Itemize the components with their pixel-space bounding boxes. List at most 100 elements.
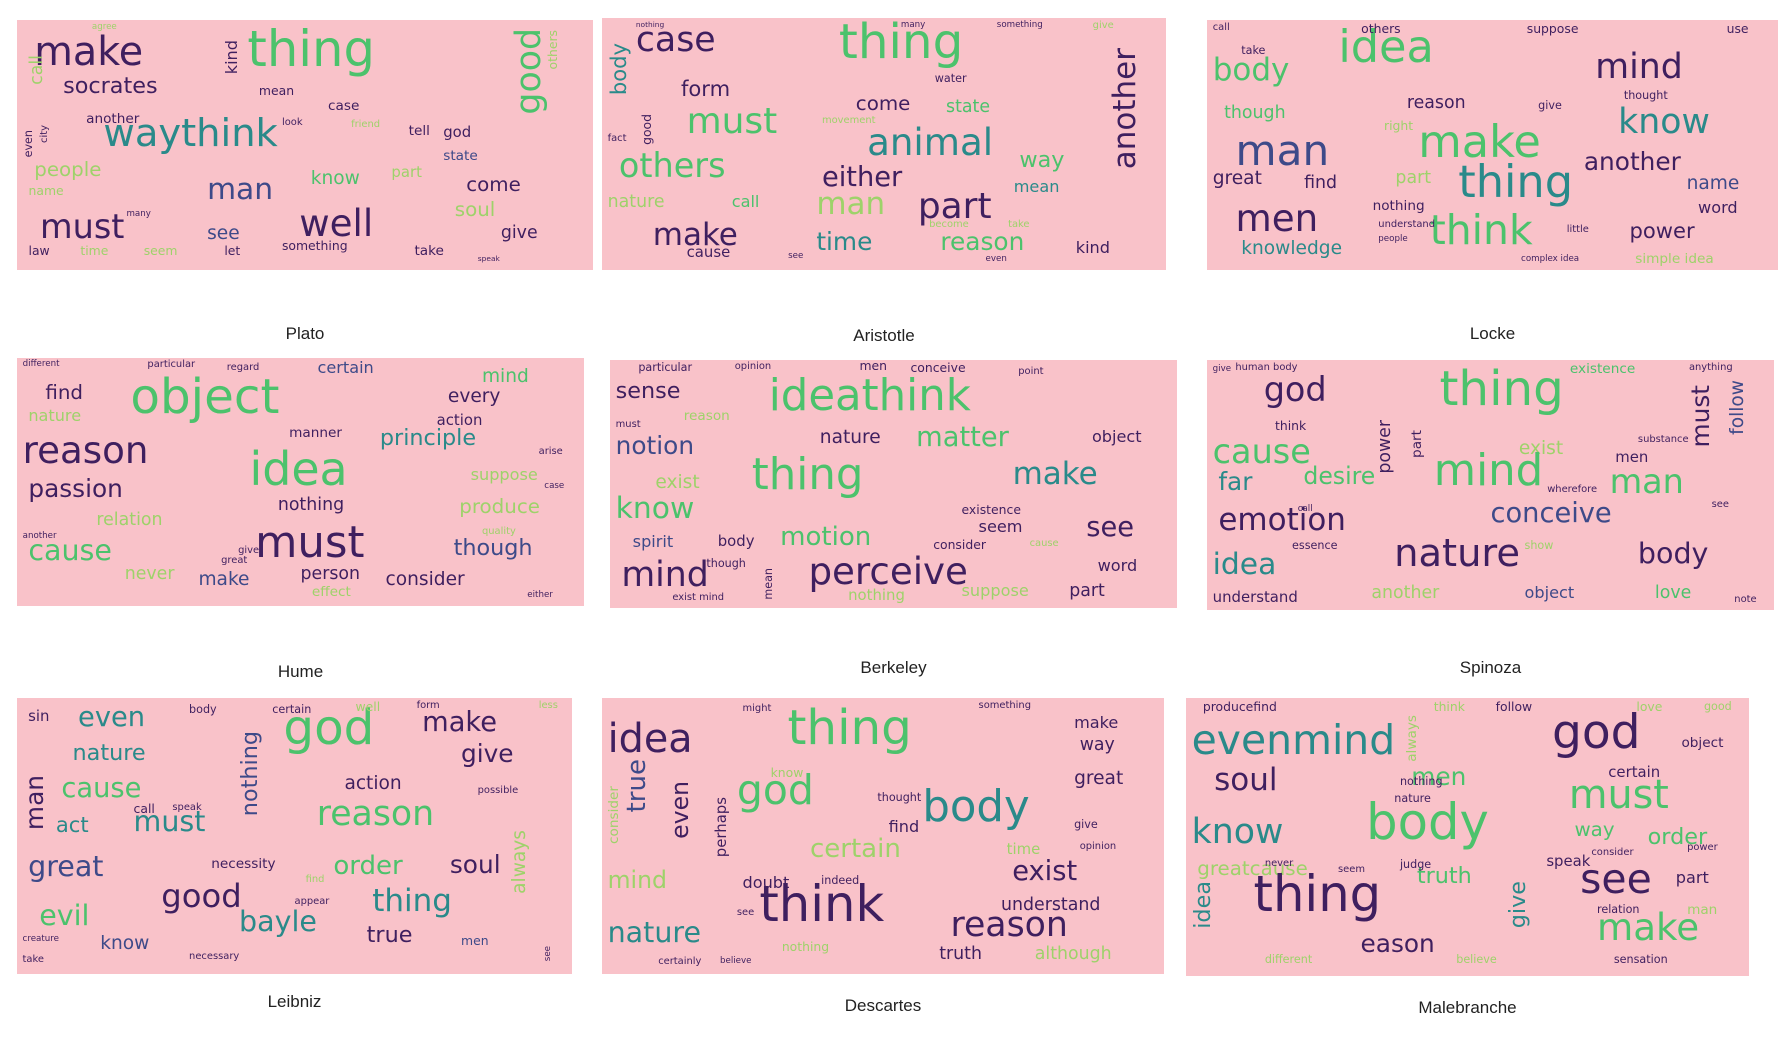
cloud-word: sin: [28, 707, 50, 726]
cloud-word: must: [615, 418, 641, 430]
cloud-word: great: [28, 849, 104, 883]
cloud-word: way: [1574, 818, 1615, 842]
cloud-word: case: [328, 98, 360, 114]
cloud-word: tell: [408, 123, 430, 139]
cloud-word: relation: [1596, 902, 1640, 916]
cloud-word: mean: [762, 568, 776, 600]
cloud-word: thought: [877, 790, 922, 804]
cloud-word: mind: [481, 365, 529, 387]
cloud-word: call: [133, 800, 155, 816]
cloud-word: animal: [867, 119, 994, 164]
cloud-word: nature: [1394, 531, 1521, 576]
cloud-word: nature: [1394, 791, 1431, 805]
cloud-word: give: [238, 545, 260, 557]
cloud-word: part: [391, 163, 422, 181]
cloud-word: person: [300, 564, 361, 585]
cloud-word: man: [1687, 901, 1718, 918]
cloud-word: little: [1566, 224, 1589, 235]
cloud-word: name: [28, 183, 64, 198]
cloud-word: speak: [172, 801, 202, 813]
cloud-word: substance: [1637, 434, 1689, 445]
cloud-word: certainly: [658, 956, 702, 968]
cloud-word: particular: [147, 359, 196, 371]
cloud-word: body: [1212, 52, 1290, 88]
wordcloud-image: object mind find certain every nature action ma…: [17, 358, 584, 606]
wordcloud-image: particular opinion men conceive point sense id…: [610, 360, 1177, 608]
cloud-word: believe: [720, 956, 752, 967]
wordcloud-image: producefind think follow love good evenmind go…: [1186, 698, 1749, 976]
cloud-word: body: [922, 782, 1030, 833]
cloud-word: think: [759, 875, 885, 934]
cloud-word: make: [34, 28, 144, 75]
cloud-word: nothing: [635, 19, 665, 29]
cloud-word: many: [900, 19, 926, 30]
cloud-word: water: [934, 72, 967, 86]
wordcloud-caption: Aristotle: [853, 326, 915, 345]
cloud-word: man: [19, 775, 49, 831]
cloud-word: sensation: [1613, 952, 1668, 966]
cloud-word: consider: [385, 569, 465, 591]
cloud-word: right: [1384, 118, 1414, 133]
cloud-word: certain: [809, 834, 901, 864]
cloud-word: god: [443, 123, 472, 141]
cloud-word: nothing: [848, 586, 905, 605]
cloud-word: seem: [1338, 863, 1366, 875]
cloud-word: thing: [372, 882, 452, 919]
cloud-word: know: [310, 168, 360, 189]
cloud-word: sense: [615, 377, 681, 404]
cloud-word: something: [996, 19, 1043, 30]
cloud-word: find: [888, 817, 920, 837]
cloud-word: consider: [933, 536, 986, 552]
cloud-word: god: [1263, 369, 1327, 409]
cloud-word: though: [1224, 103, 1286, 123]
cloud-word: idea: [1338, 21, 1434, 73]
cloud-word: come: [855, 91, 911, 115]
cloud-word: socrates: [63, 73, 158, 99]
cloud-word: know: [615, 490, 695, 526]
cloud-word: action: [344, 773, 402, 795]
cloud-word: cause: [686, 242, 731, 261]
cloud-word: kind: [1075, 237, 1110, 257]
cloud-word: find: [45, 380, 83, 404]
cloud-word: power: [1629, 218, 1695, 243]
cloud-word: seem: [978, 516, 1023, 536]
cloud-word: show: [1524, 539, 1554, 552]
cloud-word: opinion: [1079, 840, 1117, 852]
cloud-word: movement: [821, 115, 876, 127]
cloud-word: good: [639, 113, 655, 145]
cloud-word: nature: [72, 740, 146, 767]
cloud-word: never: [124, 564, 175, 585]
cloud-word: creature: [22, 934, 59, 945]
cloud-word: matter: [916, 422, 1009, 454]
cloud-word: look: [281, 116, 303, 128]
cloud-word: people: [1378, 234, 1408, 244]
cloud-word: power: [1687, 841, 1718, 853]
cloud-word: every: [447, 385, 501, 407]
cloud-word: ideathink: [768, 370, 971, 421]
cloud-word: reason: [1406, 93, 1466, 113]
wordcloud-panel-malebranche: producefind think follow love good evenmind go…: [1186, 698, 1749, 1032]
cloud-word: make: [652, 216, 738, 253]
wordcloud-caption: Locke: [1469, 324, 1516, 343]
cloud-word: god: [1551, 705, 1641, 761]
cloud-word: think: [1275, 418, 1307, 433]
cloud-word: order: [1647, 823, 1708, 850]
cloud-word: far: [1218, 467, 1253, 496]
cloud-word: take: [22, 953, 44, 965]
cloud-word: mind: [607, 866, 667, 895]
wordcloud-image: god thing existence anything think must follow…: [1207, 360, 1774, 610]
cloud-word: either: [821, 162, 903, 194]
cloud-word: knowledge: [1241, 238, 1343, 259]
cloud-word: idea: [607, 716, 693, 763]
cloud-word: see: [207, 223, 240, 244]
cloud-word: truth: [939, 944, 982, 965]
cloud-word: way: [1019, 147, 1065, 174]
cloud-word: consider: [605, 786, 622, 845]
cloud-word: something: [281, 238, 348, 253]
cloud-word: man: [1235, 126, 1330, 175]
cloud-word: understand: [1001, 894, 1101, 915]
cloud-word: complex idea: [1521, 254, 1580, 264]
cloud-word: word: [1698, 198, 1738, 217]
cloud-word: body: [189, 702, 217, 716]
cloud-word: certain: [317, 358, 374, 378]
